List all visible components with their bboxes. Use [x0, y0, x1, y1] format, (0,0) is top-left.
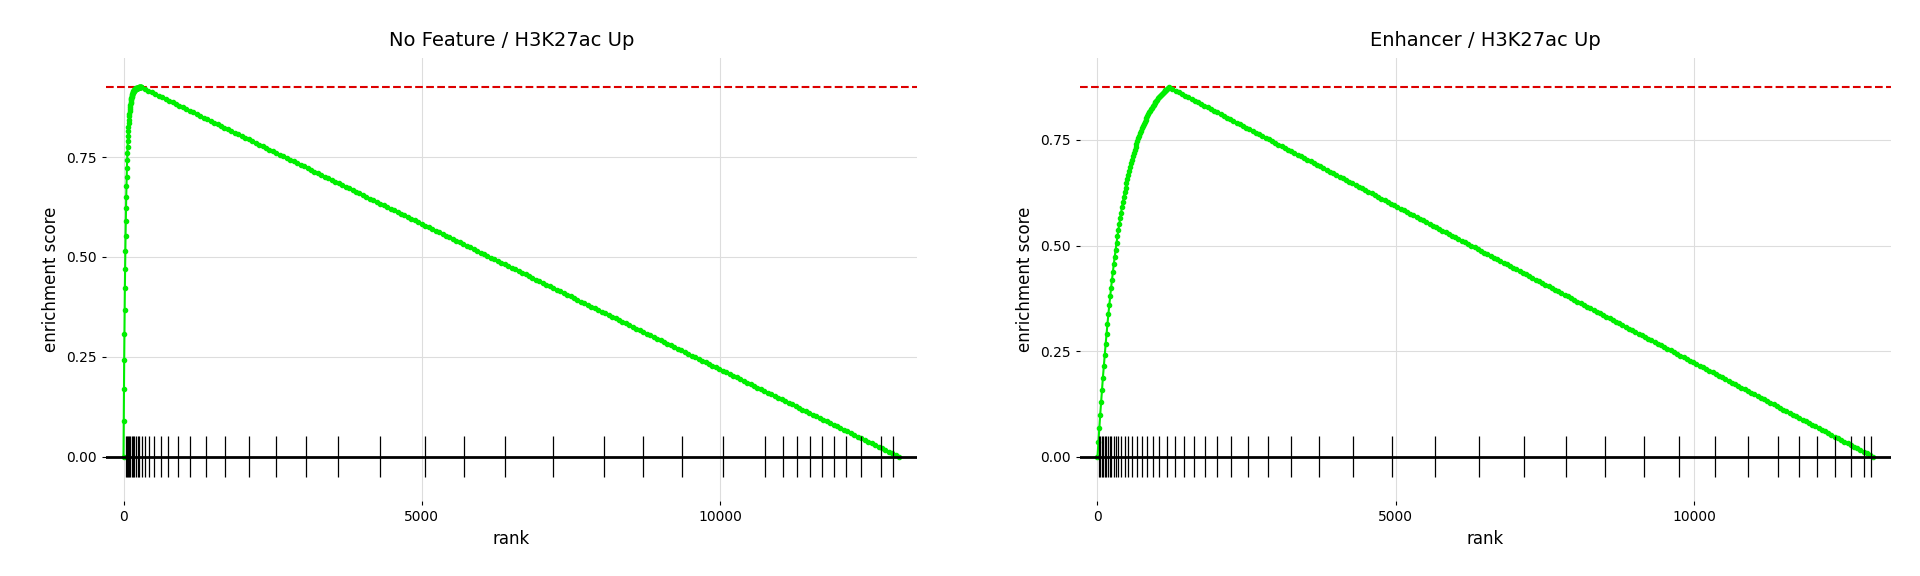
- Title: Enhancer / H3K27ac Up: Enhancer / H3K27ac Up: [1371, 32, 1601, 51]
- X-axis label: rank: rank: [493, 530, 530, 548]
- Title: No Feature / H3K27ac Up: No Feature / H3K27ac Up: [388, 32, 634, 51]
- X-axis label: rank: rank: [1467, 530, 1503, 548]
- Y-axis label: enrichment score: enrichment score: [42, 207, 60, 352]
- Y-axis label: enrichment score: enrichment score: [1016, 207, 1035, 352]
